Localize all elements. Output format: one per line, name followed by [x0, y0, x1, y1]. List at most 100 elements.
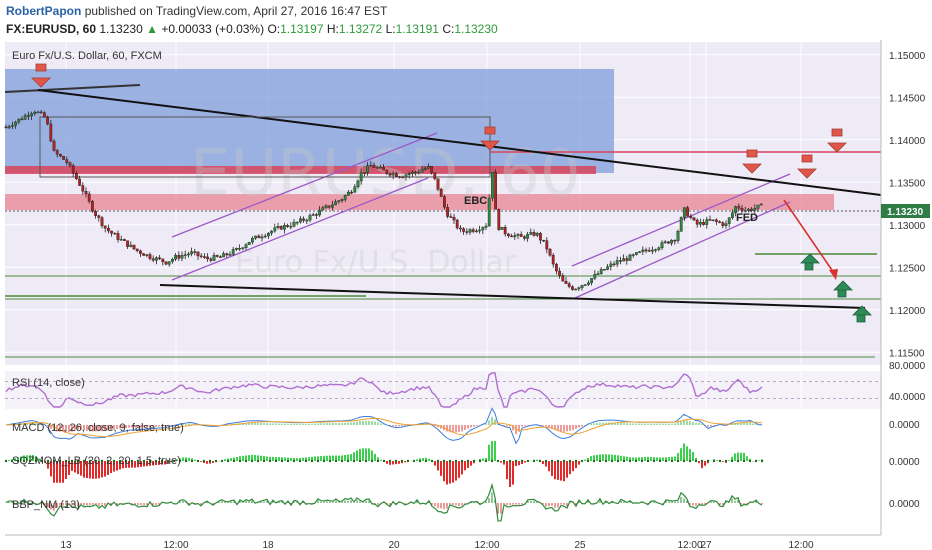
rsi-label: RSI (14, close) [12, 377, 85, 389]
candle-body [734, 206, 738, 213]
sqz-dot [358, 459, 362, 463]
sqz-dot [580, 459, 584, 463]
candle-body [43, 112, 46, 118]
candle-body [49, 123, 53, 142]
arrow-markers-down [31, 63, 847, 179]
chart-canvas[interactable]: EURUSD, 60 Euro Fx/U.S. Dollar [0, 40, 932, 550]
resistance-zone-upper [5, 166, 596, 174]
sqz-dot [310, 459, 314, 463]
candle-body [129, 244, 133, 247]
candle-body [535, 233, 539, 236]
candle-body [212, 255, 216, 261]
sqz-dot [250, 459, 254, 463]
candle-body [558, 270, 562, 276]
candle-body [71, 165, 75, 174]
sqz-dot [100, 459, 104, 463]
indicator-plots [4, 372, 881, 522]
candle-body [174, 254, 177, 260]
sqz-dot [388, 459, 392, 463]
sqz-dot [292, 459, 296, 463]
candle-body [455, 219, 459, 229]
low-value: 1.13191 [395, 22, 439, 36]
sqz-dot [706, 459, 710, 463]
candle-body [759, 203, 763, 206]
candle-body [353, 186, 357, 193]
candle-body [468, 229, 472, 233]
candle-body [311, 214, 315, 216]
sqz-dot [46, 459, 50, 463]
sqz-dot [640, 459, 644, 463]
candle-body [491, 172, 494, 199]
sqz-dot [346, 459, 350, 463]
sqz-dot [178, 459, 182, 463]
candle-body [555, 263, 558, 272]
sqz-dot [76, 459, 80, 463]
candle-body [65, 159, 69, 164]
sqz-dot [52, 459, 56, 463]
candle-body [305, 219, 309, 222]
candle-body [161, 258, 165, 262]
candle-body [7, 126, 11, 128]
candle-body [465, 231, 469, 233]
candle-body [670, 240, 674, 244]
candle-body [510, 235, 513, 238]
candle-body [587, 282, 590, 285]
candle-body [308, 215, 312, 221]
candle-body [372, 164, 376, 168]
sqz-dot [718, 459, 722, 463]
time-tick-label: 13 [60, 540, 72, 550]
candle-body [100, 217, 104, 227]
candle-body [331, 204, 334, 208]
sqz-dot [208, 459, 212, 463]
time-tick-label: 12:00 [474, 540, 499, 550]
sqz-dot [172, 459, 176, 463]
sqz-dot [124, 459, 128, 463]
price-change: +0.00033 (+0.03%) [161, 22, 265, 36]
candle-body [411, 171, 414, 174]
candle-body [404, 174, 408, 178]
main-pane-title: Euro Fx/U.S. Dollar, 60, FXCM [12, 50, 162, 62]
sqz-dot [328, 459, 332, 463]
sqz-dot [202, 459, 206, 463]
author-link[interactable]: RobertPapon [6, 4, 82, 18]
candle-body [548, 248, 552, 256]
price-tick-label: 1.13000 [889, 221, 926, 232]
candle-body [683, 207, 686, 218]
sqz-dot [526, 459, 530, 463]
candle-body [228, 254, 232, 256]
sqz-dot [586, 459, 590, 463]
candle-body [375, 167, 379, 169]
time-tick-label: 25 [574, 540, 586, 550]
candle-body [267, 232, 270, 237]
candle-body [321, 207, 325, 211]
candle-body [497, 209, 501, 230]
sqz-dot [70, 459, 74, 463]
candle-body [436, 178, 440, 190]
publish-line: RobertPapon published on TradingView.com… [6, 4, 387, 18]
sqz-dot [466, 459, 470, 463]
low-label: L: [385, 22, 396, 36]
candle-body [462, 228, 465, 232]
candle-body [337, 200, 341, 202]
candle-body [299, 218, 302, 223]
sqz-dot [268, 459, 272, 463]
candle-body [324, 205, 328, 208]
time-tick-label: 20 [388, 540, 400, 550]
arrow-up-icon [833, 280, 853, 298]
sqz-dot [652, 459, 656, 463]
candle-body [138, 250, 142, 254]
candle-body [186, 253, 190, 256]
candle-body [33, 111, 37, 114]
candle-body [158, 257, 161, 260]
sqz-dot [574, 459, 578, 463]
sqz-dot [40, 459, 44, 463]
sqz-dot [142, 459, 146, 463]
candle-body [295, 221, 299, 224]
sqz-dot [454, 459, 458, 463]
candle-body [116, 233, 120, 240]
sqz-dot [616, 459, 620, 463]
sqz-dot [442, 459, 446, 463]
watermark-symbol: EURUSD, 60 [190, 137, 581, 211]
candle-body [180, 255, 184, 259]
sqz-dot [436, 459, 440, 463]
